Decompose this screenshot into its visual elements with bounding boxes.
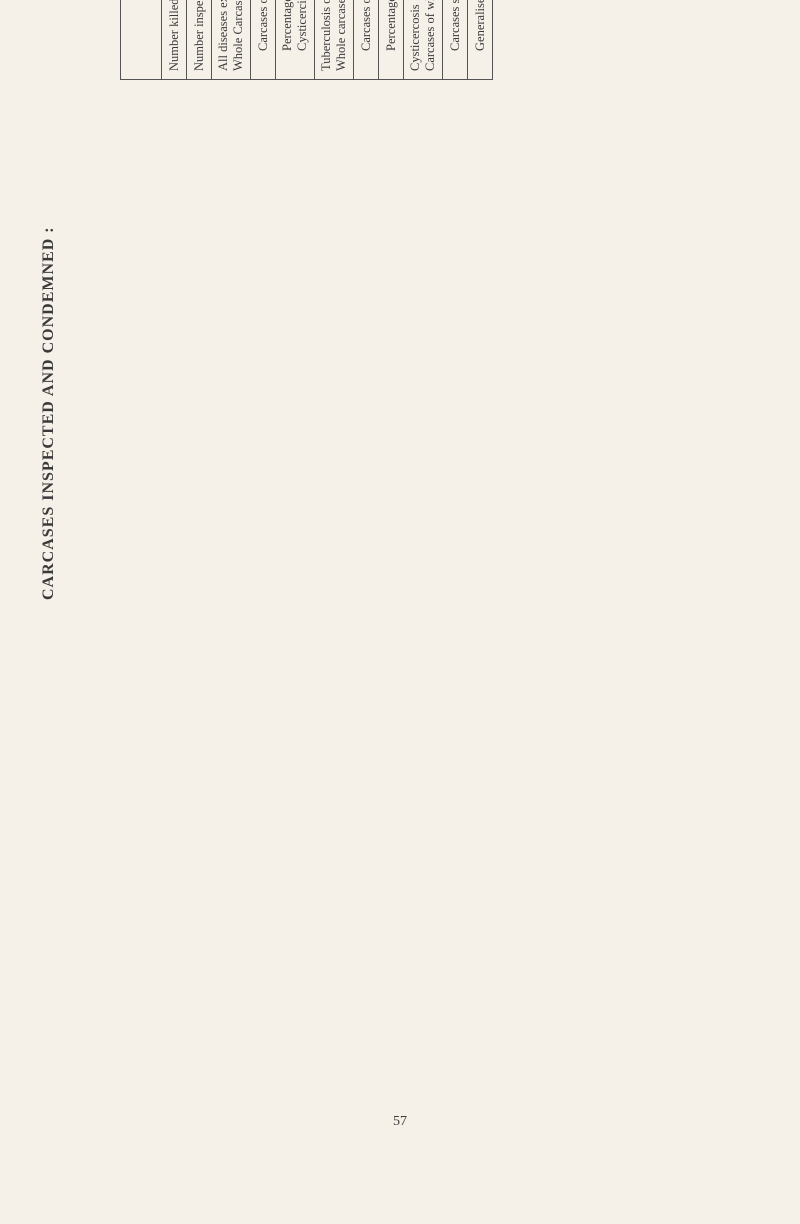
header-row: Cattle excluding Cows Cows Calves Sheep … — [121, 0, 162, 80]
row-label: Percentage of the number inspected affec… — [276, 0, 315, 80]
table-row: Cysticercosis Carcases of which some par… — [404, 0, 443, 80]
row-label: Carcases of which some part or organ was… — [251, 0, 276, 80]
table-row: Carcases of which some part or organ was… — [251, 0, 276, 80]
table-row: Number inspected329176185183722470 — [187, 0, 212, 80]
row-label: Carcases of which some part or organ was… — [354, 0, 379, 80]
row-label: All diseases except Tuberculosis and Cys… — [212, 0, 251, 80]
table-row: Carcases of which some part or organ was… — [354, 0, 379, 80]
table-row: Percentage of number inspected affected … — [379, 0, 404, 80]
row-label: Number inspected — [187, 0, 212, 80]
table-row: Number killed (if known)3291761851837224… — [162, 0, 187, 80]
row-label: Tuberculosis only Whole carcases condemn… — [315, 0, 354, 80]
row-label: Number killed (if known) — [162, 0, 187, 80]
carcases-table: Cattle excluding Cows Cows Calves Sheep … — [120, 0, 493, 80]
row-label: Carcases submitted to treatment by refri… — [443, 0, 468, 80]
row-label: Generalised and totally condemned — [468, 0, 493, 80]
table-row: Generalised and totally condemned———— — [468, 0, 493, 80]
table-row: All diseases except Tuberculosis and Cys… — [212, 0, 251, 80]
table-row: Carcases submitted to treatment by refri… — [443, 0, 468, 80]
table-title: CARCASES INSPECTED AND CONDEMNED : — [40, 226, 58, 600]
table-row: Tuberculosis only Whole carcases condemn… — [315, 0, 354, 80]
table-row: Percentage of the number inspected affec… — [276, 0, 315, 80]
row-label: Cysticercosis Carcases of which some par… — [404, 0, 443, 80]
page-number: 57 — [393, 1114, 407, 1130]
carcases-table-wrap: Cattle excluding Cows Cows Calves Sheep … — [120, 0, 493, 80]
row-label: Percentage of number inspected affected … — [379, 0, 404, 80]
